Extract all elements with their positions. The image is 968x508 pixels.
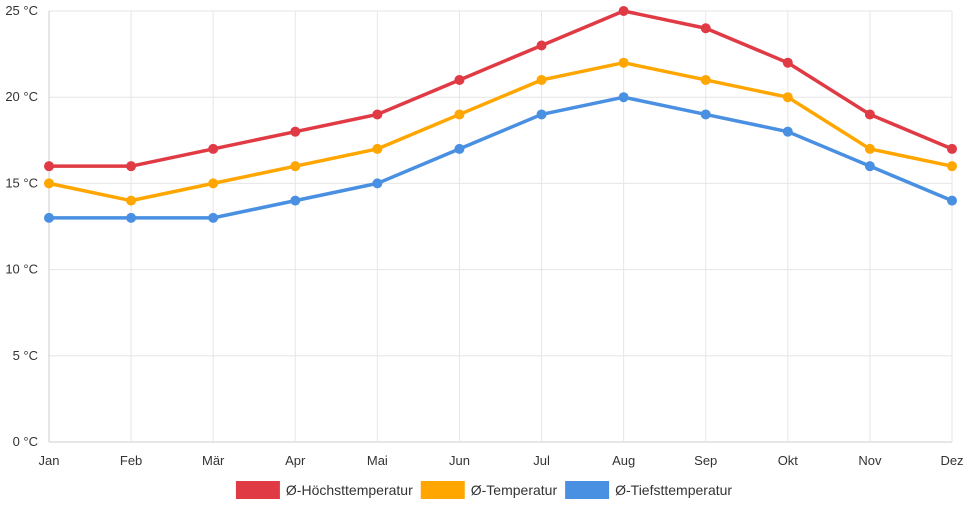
- data-point[interactable]: [372, 109, 383, 120]
- data-point[interactable]: [208, 143, 219, 154]
- data-point[interactable]: [290, 126, 301, 137]
- data-point[interactable]: [947, 161, 957, 172]
- data-point[interactable]: [782, 57, 793, 68]
- x-tick-label: Jul: [533, 453, 550, 468]
- series-lines: [44, 6, 957, 223]
- series-3[interactable]: [44, 92, 957, 223]
- data-point[interactable]: [782, 92, 793, 103]
- data-point[interactable]: [536, 40, 547, 51]
- data-point[interactable]: [864, 109, 875, 120]
- grid: [48, 10, 953, 443]
- data-point[interactable]: [44, 178, 54, 189]
- data-point[interactable]: [947, 195, 957, 206]
- x-tick-label: Mär: [202, 453, 225, 468]
- series-line[interactable]: [47, 9, 954, 168]
- data-point[interactable]: [864, 143, 875, 154]
- data-point[interactable]: [126, 195, 137, 206]
- y-tick-label: 0 °C: [13, 434, 38, 449]
- data-point[interactable]: [44, 161, 54, 172]
- legend-item[interactable]: Ø-Temperatur: [420, 481, 558, 499]
- legend-item[interactable]: Ø-Höchsttemperatur: [235, 481, 413, 499]
- legend-swatch: [420, 481, 465, 499]
- legend-item[interactable]: Ø-Tiefsttemperatur: [565, 481, 732, 499]
- data-point[interactable]: [454, 109, 465, 120]
- series-line[interactable]: [47, 60, 954, 203]
- x-tick-label: Aug: [612, 453, 635, 468]
- series-2[interactable]: [44, 57, 957, 206]
- y-tick-label: 25 °C: [5, 3, 38, 18]
- data-point[interactable]: [208, 212, 219, 223]
- data-point[interactable]: [290, 161, 301, 172]
- data-point[interactable]: [618, 92, 629, 103]
- axes: 0 °C 5 °C 10 °C 15 °C 20 °C 25 °C Jan Feb Mär Apr…: [5, 3, 963, 468]
- x-tick-label: Dez: [940, 453, 963, 468]
- x-tick-label: Apr: [285, 453, 306, 468]
- data-point[interactable]: [454, 74, 465, 85]
- data-point[interactable]: [372, 143, 383, 154]
- data-point[interactable]: [290, 195, 301, 206]
- data-point[interactable]: [618, 6, 629, 16]
- x-tick-label: Sep: [694, 453, 717, 468]
- data-point[interactable]: [700, 74, 711, 85]
- legend-swatch: [235, 481, 280, 499]
- data-point[interactable]: [700, 23, 711, 34]
- data-point[interactable]: [536, 74, 547, 85]
- data-point[interactable]: [44, 212, 54, 223]
- legend-label: Ø-Tiefsttemperatur: [615, 482, 732, 498]
- x-tick-label: Jan: [39, 453, 60, 468]
- y-tick-label: 5 °C: [13, 348, 38, 363]
- data-point[interactable]: [126, 161, 137, 172]
- y-tick-label: 10 °C: [5, 262, 38, 277]
- x-tick-label: Jun: [449, 453, 470, 468]
- data-point[interactable]: [782, 126, 793, 137]
- data-point[interactable]: [536, 109, 547, 120]
- legend-swatch: [565, 481, 610, 499]
- data-point[interactable]: [864, 161, 875, 172]
- data-point[interactable]: [372, 178, 383, 189]
- y-tick-label: 15 °C: [5, 175, 38, 190]
- data-point[interactable]: [126, 212, 137, 223]
- data-point[interactable]: [700, 109, 711, 120]
- x-tick-label: Okt: [778, 453, 799, 468]
- x-tick-label: Mai: [367, 453, 388, 468]
- data-point[interactable]: [208, 178, 219, 189]
- legend[interactable]: Ø-Höchsttemperatur Ø-Temperatur Ø-Tiefstte…: [235, 481, 732, 499]
- data-point[interactable]: [454, 143, 465, 154]
- x-tick-label: Feb: [120, 453, 142, 468]
- data-point[interactable]: [618, 57, 629, 68]
- series-1[interactable]: [44, 6, 957, 172]
- y-tick-label: 20 °C: [5, 89, 38, 104]
- legend-label: Ø-Höchsttemperatur: [286, 482, 413, 498]
- series-line[interactable]: [47, 95, 954, 220]
- legend-label: Ø-Temperatur: [471, 482, 558, 498]
- data-point[interactable]: [947, 143, 957, 154]
- x-tick-label: Nov: [858, 453, 882, 468]
